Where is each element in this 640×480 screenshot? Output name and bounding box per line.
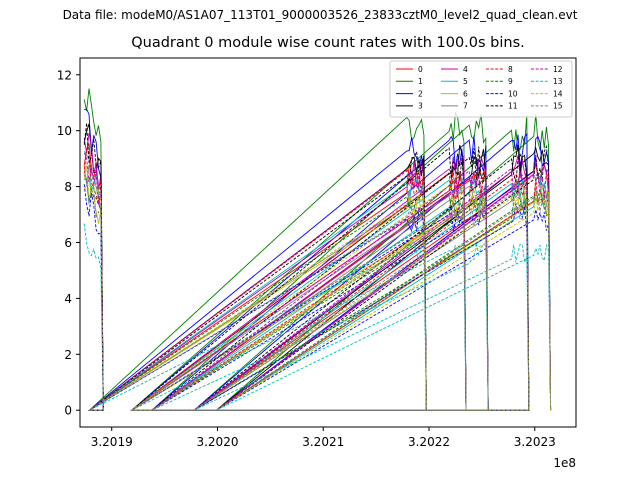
x-tick-label: 3.2022 [408, 435, 450, 449]
y-tick-label: 10 [57, 124, 72, 138]
y-tick-label: 2 [64, 348, 72, 362]
legend-label: 6 [463, 89, 468, 98]
legend-label: 7 [463, 102, 468, 111]
chart-title: Quadrant 0 module wise count rates with … [131, 35, 525, 51]
legend-label: 1 [418, 77, 423, 86]
x-tick-label: 3.2021 [302, 435, 344, 449]
legend-label: 10 [508, 89, 518, 98]
legend-label: 0 [418, 65, 423, 74]
legend-box [389, 60, 573, 118]
y-tick-label: 12 [57, 68, 72, 82]
y-tick-label: 6 [64, 236, 72, 250]
legend-label: 2 [418, 89, 423, 98]
legend-label: 15 [553, 102, 563, 111]
y-tick-label: 8 [64, 180, 72, 194]
y-tick-label: 0 [64, 404, 72, 418]
legend-label: 3 [418, 102, 423, 111]
series-layer [83, 88, 552, 411]
x-tick-label: 3.2019 [91, 435, 133, 449]
x-tick-label: 3.2023 [514, 435, 556, 449]
legend-label: 8 [508, 65, 513, 74]
y-tick-label: 4 [64, 292, 72, 306]
legend-label: 14 [553, 89, 563, 98]
x-offset-label: 1e8 [553, 456, 576, 470]
x-tick-label: 3.2020 [196, 435, 238, 449]
legend-label: 9 [508, 77, 513, 86]
legend-label: 11 [508, 102, 518, 111]
legend-label: 13 [553, 77, 563, 86]
legend-label: 12 [553, 65, 563, 74]
legend-label: 4 [463, 65, 468, 74]
series-line-15 [83, 174, 552, 411]
legend-label: 5 [463, 77, 468, 86]
data-file-title: Data file: modeM0/AS1A07_113T01_90000035… [62, 8, 578, 22]
